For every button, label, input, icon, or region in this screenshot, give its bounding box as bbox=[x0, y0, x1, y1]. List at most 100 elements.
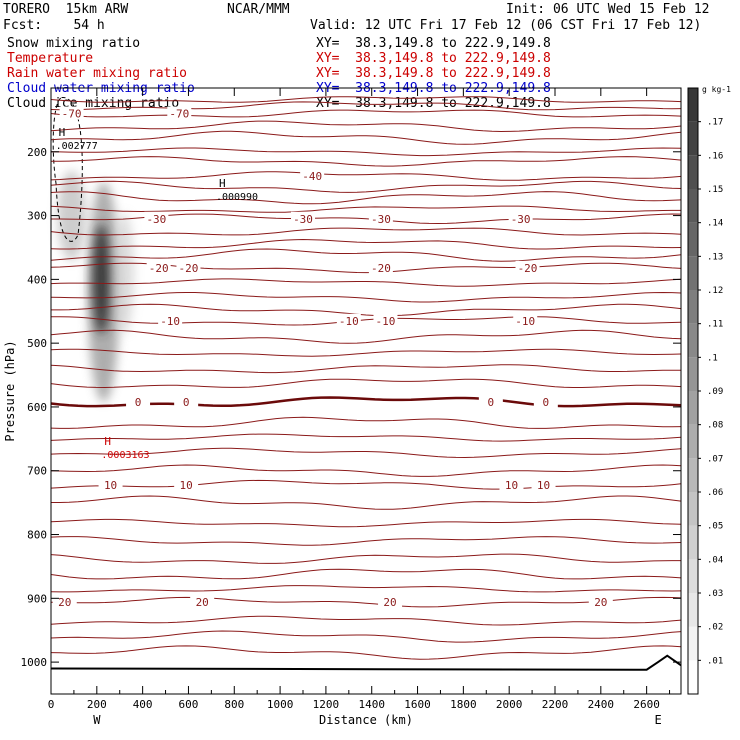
colorbar-segment bbox=[688, 660, 698, 694]
field-xy-rain: XY= 38.3,149.8 to 222.9,149.8 bbox=[316, 66, 551, 81]
temperature-contour-0 bbox=[50, 396, 682, 408]
x-tick-label: 1600 bbox=[404, 698, 431, 711]
contour-label: 10 bbox=[180, 479, 193, 492]
contour-label-mask bbox=[513, 313, 538, 327]
temperature-contour-minus20 bbox=[50, 262, 682, 274]
colorbar-segment bbox=[688, 391, 698, 425]
init-time: Init: 06 UTC Wed 15 Feb 12 bbox=[506, 2, 710, 17]
contour-label-mask bbox=[167, 106, 192, 120]
contour-label: -10 bbox=[515, 315, 535, 328]
x-tick-label: 2400 bbox=[588, 698, 615, 711]
contour-label-mask bbox=[176, 260, 201, 274]
y-tick-label: 1000 bbox=[21, 656, 48, 669]
temperature-contour-line bbox=[50, 329, 682, 344]
colorbar-tick-label: .11 bbox=[707, 320, 723, 330]
colorbar-segment bbox=[688, 256, 698, 290]
contour-label: 0 bbox=[135, 396, 142, 409]
contour-label-mask bbox=[158, 313, 183, 327]
contour-label-mask bbox=[478, 394, 503, 408]
temperature-contour-20 bbox=[50, 596, 682, 608]
contour-label: 0 bbox=[543, 396, 550, 409]
x-tick-label: 2200 bbox=[542, 698, 569, 711]
temperature-contour-line bbox=[50, 238, 682, 250]
contour-label-mask bbox=[531, 477, 556, 491]
field-label-rain: Rain water mixing ratio bbox=[7, 66, 188, 81]
temperature-contour-line bbox=[50, 191, 682, 205]
contour-label-mask bbox=[144, 211, 169, 225]
contour-label: -10 bbox=[160, 315, 180, 328]
temperature-contour-line bbox=[50, 585, 682, 593]
contour-label-mask bbox=[291, 211, 315, 225]
temperature-contour-line bbox=[50, 348, 682, 357]
colorbar-segment bbox=[688, 222, 698, 257]
y-tick-label: 400 bbox=[27, 273, 47, 286]
snow-mixing-ratio-shading bbox=[57, 170, 135, 403]
extremum-value: .000990 bbox=[216, 192, 258, 203]
contour-label: 10 bbox=[104, 479, 117, 492]
snow-shading-east bbox=[114, 212, 135, 333]
snow-shading-max bbox=[92, 224, 111, 335]
contour-label: 20 bbox=[383, 596, 396, 609]
temperature-contour-line bbox=[50, 364, 681, 374]
contour-label-mask bbox=[515, 260, 540, 274]
colorbar-segment bbox=[688, 424, 698, 459]
colorbar-tick-label: .17 bbox=[707, 118, 723, 128]
field-label-temperature: Temperature bbox=[7, 51, 94, 66]
field-label-snow: Snow mixing ratio bbox=[7, 36, 141, 51]
snow-shading-west bbox=[57, 170, 86, 261]
colorbar-tick-label: .07 bbox=[707, 454, 723, 464]
cloud-ice-contour bbox=[52, 97, 83, 242]
extremum-high-marker: H bbox=[104, 435, 111, 448]
colorbar-segment bbox=[688, 323, 698, 358]
field-xy-snow: XY= 38.3,149.8 to 222.9,149.8 bbox=[316, 36, 551, 51]
contour-label-mask bbox=[190, 595, 215, 609]
temperature-contour-line bbox=[51, 156, 682, 167]
temperature-contours: -70 -70 -40 -30 -30 -30 -30 -20 -20 -20 -20 -10 -10 -… bbox=[50, 96, 682, 671]
y-tick-label: 900 bbox=[27, 592, 47, 605]
x-tick-label: 400 bbox=[133, 698, 153, 711]
temperature-contour-line bbox=[50, 447, 682, 459]
colorbar-segment bbox=[688, 492, 698, 526]
colorbar-tick-label: .03 bbox=[707, 589, 723, 599]
model-title: TORERO 15km ARW bbox=[3, 2, 129, 17]
colorbar-segment bbox=[688, 155, 698, 189]
colorbar-tick-label: .13 bbox=[707, 252, 723, 262]
x-tick-label: 200 bbox=[87, 698, 107, 711]
contour-label-mask bbox=[533, 394, 558, 408]
contour-label: -20 bbox=[179, 262, 199, 275]
contour-label: 0 bbox=[488, 396, 495, 409]
contour-label: -10 bbox=[339, 315, 359, 328]
temperature-contour-line bbox=[50, 645, 682, 660]
x-end-label-east: E bbox=[654, 713, 661, 727]
field-xy-temperature: XY= 38.3,149.8 to 222.9,149.8 bbox=[316, 51, 551, 66]
y-tick-label: 200 bbox=[27, 146, 47, 159]
contour-label-mask bbox=[174, 477, 199, 491]
colorbar-tick-label: .16 bbox=[707, 151, 723, 161]
colorbar-segment bbox=[688, 626, 698, 661]
temperature-contour-line bbox=[50, 96, 682, 103]
y-tick-label: 800 bbox=[27, 529, 47, 542]
contour-label-mask bbox=[373, 313, 398, 327]
temperature-contour-line bbox=[50, 630, 682, 643]
valid-time: Valid: 12 UTC Fri 17 Feb 12 (06 CST Fri … bbox=[310, 18, 702, 33]
temperature-contour-line bbox=[51, 303, 682, 317]
contour-label: -10 bbox=[376, 315, 396, 328]
colorbar-tick-label: .02 bbox=[707, 623, 723, 633]
temperature-contour-line bbox=[51, 495, 682, 510]
contour-label: 20 bbox=[58, 596, 71, 609]
field-label-cloud-water: Cloud water mixing ratio bbox=[7, 81, 195, 96]
contour-label: -30 bbox=[511, 213, 531, 226]
contour-label: -70 bbox=[169, 108, 189, 121]
extremum-value: .002777 bbox=[56, 141, 98, 152]
colorbar-tick-label: .1 bbox=[707, 353, 718, 363]
colorbar-unit: g kg-1 bbox=[702, 85, 731, 94]
contour-label: -70 bbox=[62, 108, 82, 121]
colorbar-segment bbox=[688, 189, 698, 223]
x-tick-label: 1000 bbox=[267, 698, 294, 711]
contour-label: 0 bbox=[183, 396, 190, 409]
temperature-contour-line bbox=[50, 130, 682, 145]
y-tick-label: 700 bbox=[27, 465, 47, 478]
y-tick-label: 500 bbox=[27, 337, 47, 350]
colorbar-segment bbox=[688, 121, 698, 156]
